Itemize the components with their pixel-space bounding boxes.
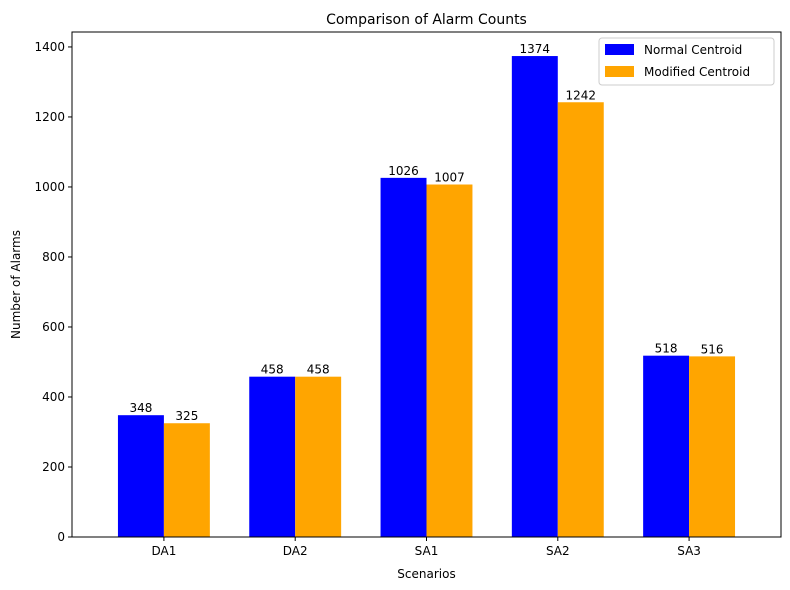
y-tick-label-800: 800 (42, 250, 65, 264)
y-tick-label-1200: 1200 (34, 110, 65, 124)
bar-modified-centroid-sa2 (557, 102, 604, 537)
data-label-modified-centroid-sa1: 1007 (434, 171, 465, 185)
x-tick-label-sa2: SA2 (546, 544, 570, 558)
y-tick-label-1400: 1400 (34, 40, 65, 54)
bar-normal-centroid-da1 (117, 415, 164, 537)
legend-label-normal-centroid: Normal Centroid (644, 43, 742, 57)
data-label-normal-centroid-sa1: 1026 (388, 164, 419, 178)
legend-frame (598, 37, 775, 86)
data-label-modified-centroid-sa3: 516 (701, 342, 724, 356)
legend-label-modified-centroid: Modified Centroid (644, 65, 750, 79)
legend-swatch-normal-centroid (605, 44, 634, 55)
x-tick-label-da2: DA2 (283, 544, 308, 558)
bar-modified-centroid-sa3 (689, 356, 736, 537)
x-tick-label-da1: DA1 (151, 544, 176, 558)
data-label-normal-centroid-sa2: 1374 (520, 42, 551, 56)
data-labels-layer: 348 458 1026 1374 518 325 458 1007 1242 516 (129, 42, 723, 423)
x-tick-label-sa1: SA1 (415, 544, 439, 558)
legend-swatch-modified-centroid (605, 66, 634, 77)
bar-modified-centroid-da1 (163, 423, 210, 537)
y-tick-label-1000: 1000 (34, 180, 65, 194)
bars-layer (117, 56, 736, 538)
x-axis: DA1 DA2 SA1 SA2 SA3 (151, 537, 701, 558)
y-axis: 0 200 400 600 800 1000 1200 1400 (34, 40, 72, 544)
bar-modified-centroid-da2 (295, 376, 342, 537)
data-label-normal-centroid-da1: 348 (129, 401, 152, 415)
y-tick-label-600: 600 (42, 320, 65, 334)
bar-normal-centroid-sa3 (643, 355, 690, 537)
y-tick-label-400: 400 (42, 390, 65, 404)
data-label-modified-centroid-da2: 458 (307, 363, 330, 377)
x-tick-label-sa3: SA3 (677, 544, 701, 558)
y-tick-label-200: 200 (42, 460, 65, 474)
y-tick-label-0: 0 (57, 530, 65, 544)
bar-normal-centroid-sa1 (380, 177, 427, 538)
legend: Normal Centroid Modified Centroid (598, 37, 775, 86)
bar-normal-centroid-da2 (249, 376, 296, 537)
y-axis-label: Number of Alarms (9, 230, 23, 339)
data-label-modified-centroid-da1: 325 (175, 409, 198, 423)
data-label-modified-centroid-sa2: 1242 (565, 88, 596, 102)
chart-title: Comparison of Alarm Counts (326, 12, 527, 28)
bar-modified-centroid-sa1 (426, 184, 473, 537)
data-label-normal-centroid-da2: 458 (261, 363, 284, 377)
data-label-normal-centroid-sa3: 518 (655, 342, 678, 356)
x-axis-label: Scenarios (397, 567, 455, 581)
bar-normal-centroid-sa2 (511, 56, 558, 538)
